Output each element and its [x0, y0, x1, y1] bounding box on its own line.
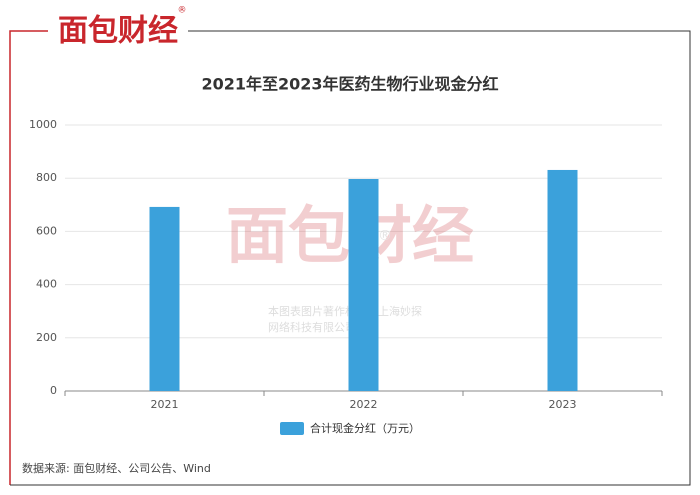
- x-tick-label: 2021: [151, 398, 179, 411]
- watermark-mark: ®: [378, 228, 392, 244]
- bar: [547, 169, 578, 391]
- x-tick-label: 2022: [350, 398, 378, 411]
- legend-label: 合计现金分红（万元）: [310, 421, 420, 435]
- legend-swatch: [280, 422, 304, 435]
- frame: [10, 30, 691, 486]
- x-tick-label: 2023: [549, 398, 577, 411]
- chart-title: 2021年至2023年医药生物行业现金分红: [201, 75, 498, 94]
- y-tick-label: 600: [36, 224, 57, 237]
- bar: [149, 206, 180, 391]
- logo: 面包财经: [58, 14, 178, 49]
- watermark-text: 网络科技有限公司: [268, 320, 356, 334]
- y-tick-label: 1000: [29, 118, 57, 131]
- y-tick-label: 400: [36, 278, 57, 291]
- y-tick-label: 800: [36, 171, 57, 184]
- bar: [348, 178, 379, 391]
- frame-left: [9, 30, 48, 485]
- y-tick-label: 0: [50, 384, 57, 397]
- y-tick-label: 200: [36, 331, 57, 344]
- source: 数据来源: 面包财经、公司公告、Wind: [22, 461, 211, 475]
- watermark-text: 本图表图片著作权属于上海妙探: [268, 304, 422, 318]
- logo-mark: ®: [178, 6, 187, 16]
